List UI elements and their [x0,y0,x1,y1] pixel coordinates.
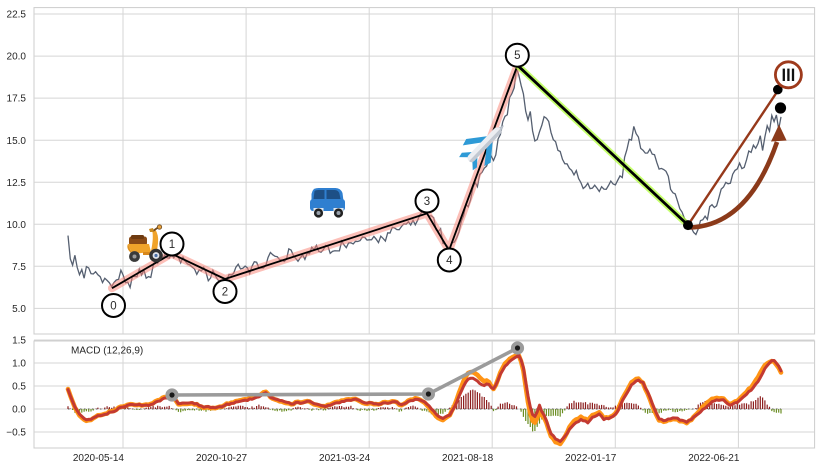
svg-text:5.0: 5.0 [12,304,26,315]
svg-text:0.0: 0.0 [12,405,26,416]
svg-text:7.5: 7.5 [12,262,26,273]
svg-text:2022-06-21: 2022-06-21 [688,453,740,464]
svg-text:2021-03-24: 2021-03-24 [319,453,371,464]
svg-text:15.0: 15.0 [7,136,27,147]
svg-text:22.5: 22.5 [7,10,27,21]
svg-text:MACD (12,26,9): MACD (12,26,9) [71,346,143,357]
svg-text:0: 0 [110,301,116,313]
svg-text:1: 1 [169,239,175,251]
svg-text:2: 2 [222,287,228,299]
svg-text:5: 5 [514,50,520,62]
svg-text:1.5: 1.5 [12,336,26,347]
svg-text:2020-10-27: 2020-10-27 [196,453,248,464]
svg-text:0.5: 0.5 [12,382,26,393]
svg-text:3: 3 [424,196,430,208]
svg-text:2021-08-18: 2021-08-18 [442,453,494,464]
svg-text:17.5: 17.5 [7,94,27,105]
svg-text:10.0: 10.0 [7,220,27,231]
svg-text:4: 4 [446,255,453,267]
svg-text:1.0: 1.0 [12,359,26,370]
svg-text:2022-01-17: 2022-01-17 [565,453,617,464]
svg-text:12.5: 12.5 [7,178,27,189]
svg-text:−0.5: −0.5 [6,428,26,439]
svg-text:2020-05-14: 2020-05-14 [73,453,125,464]
svg-text:20.0: 20.0 [7,52,27,63]
